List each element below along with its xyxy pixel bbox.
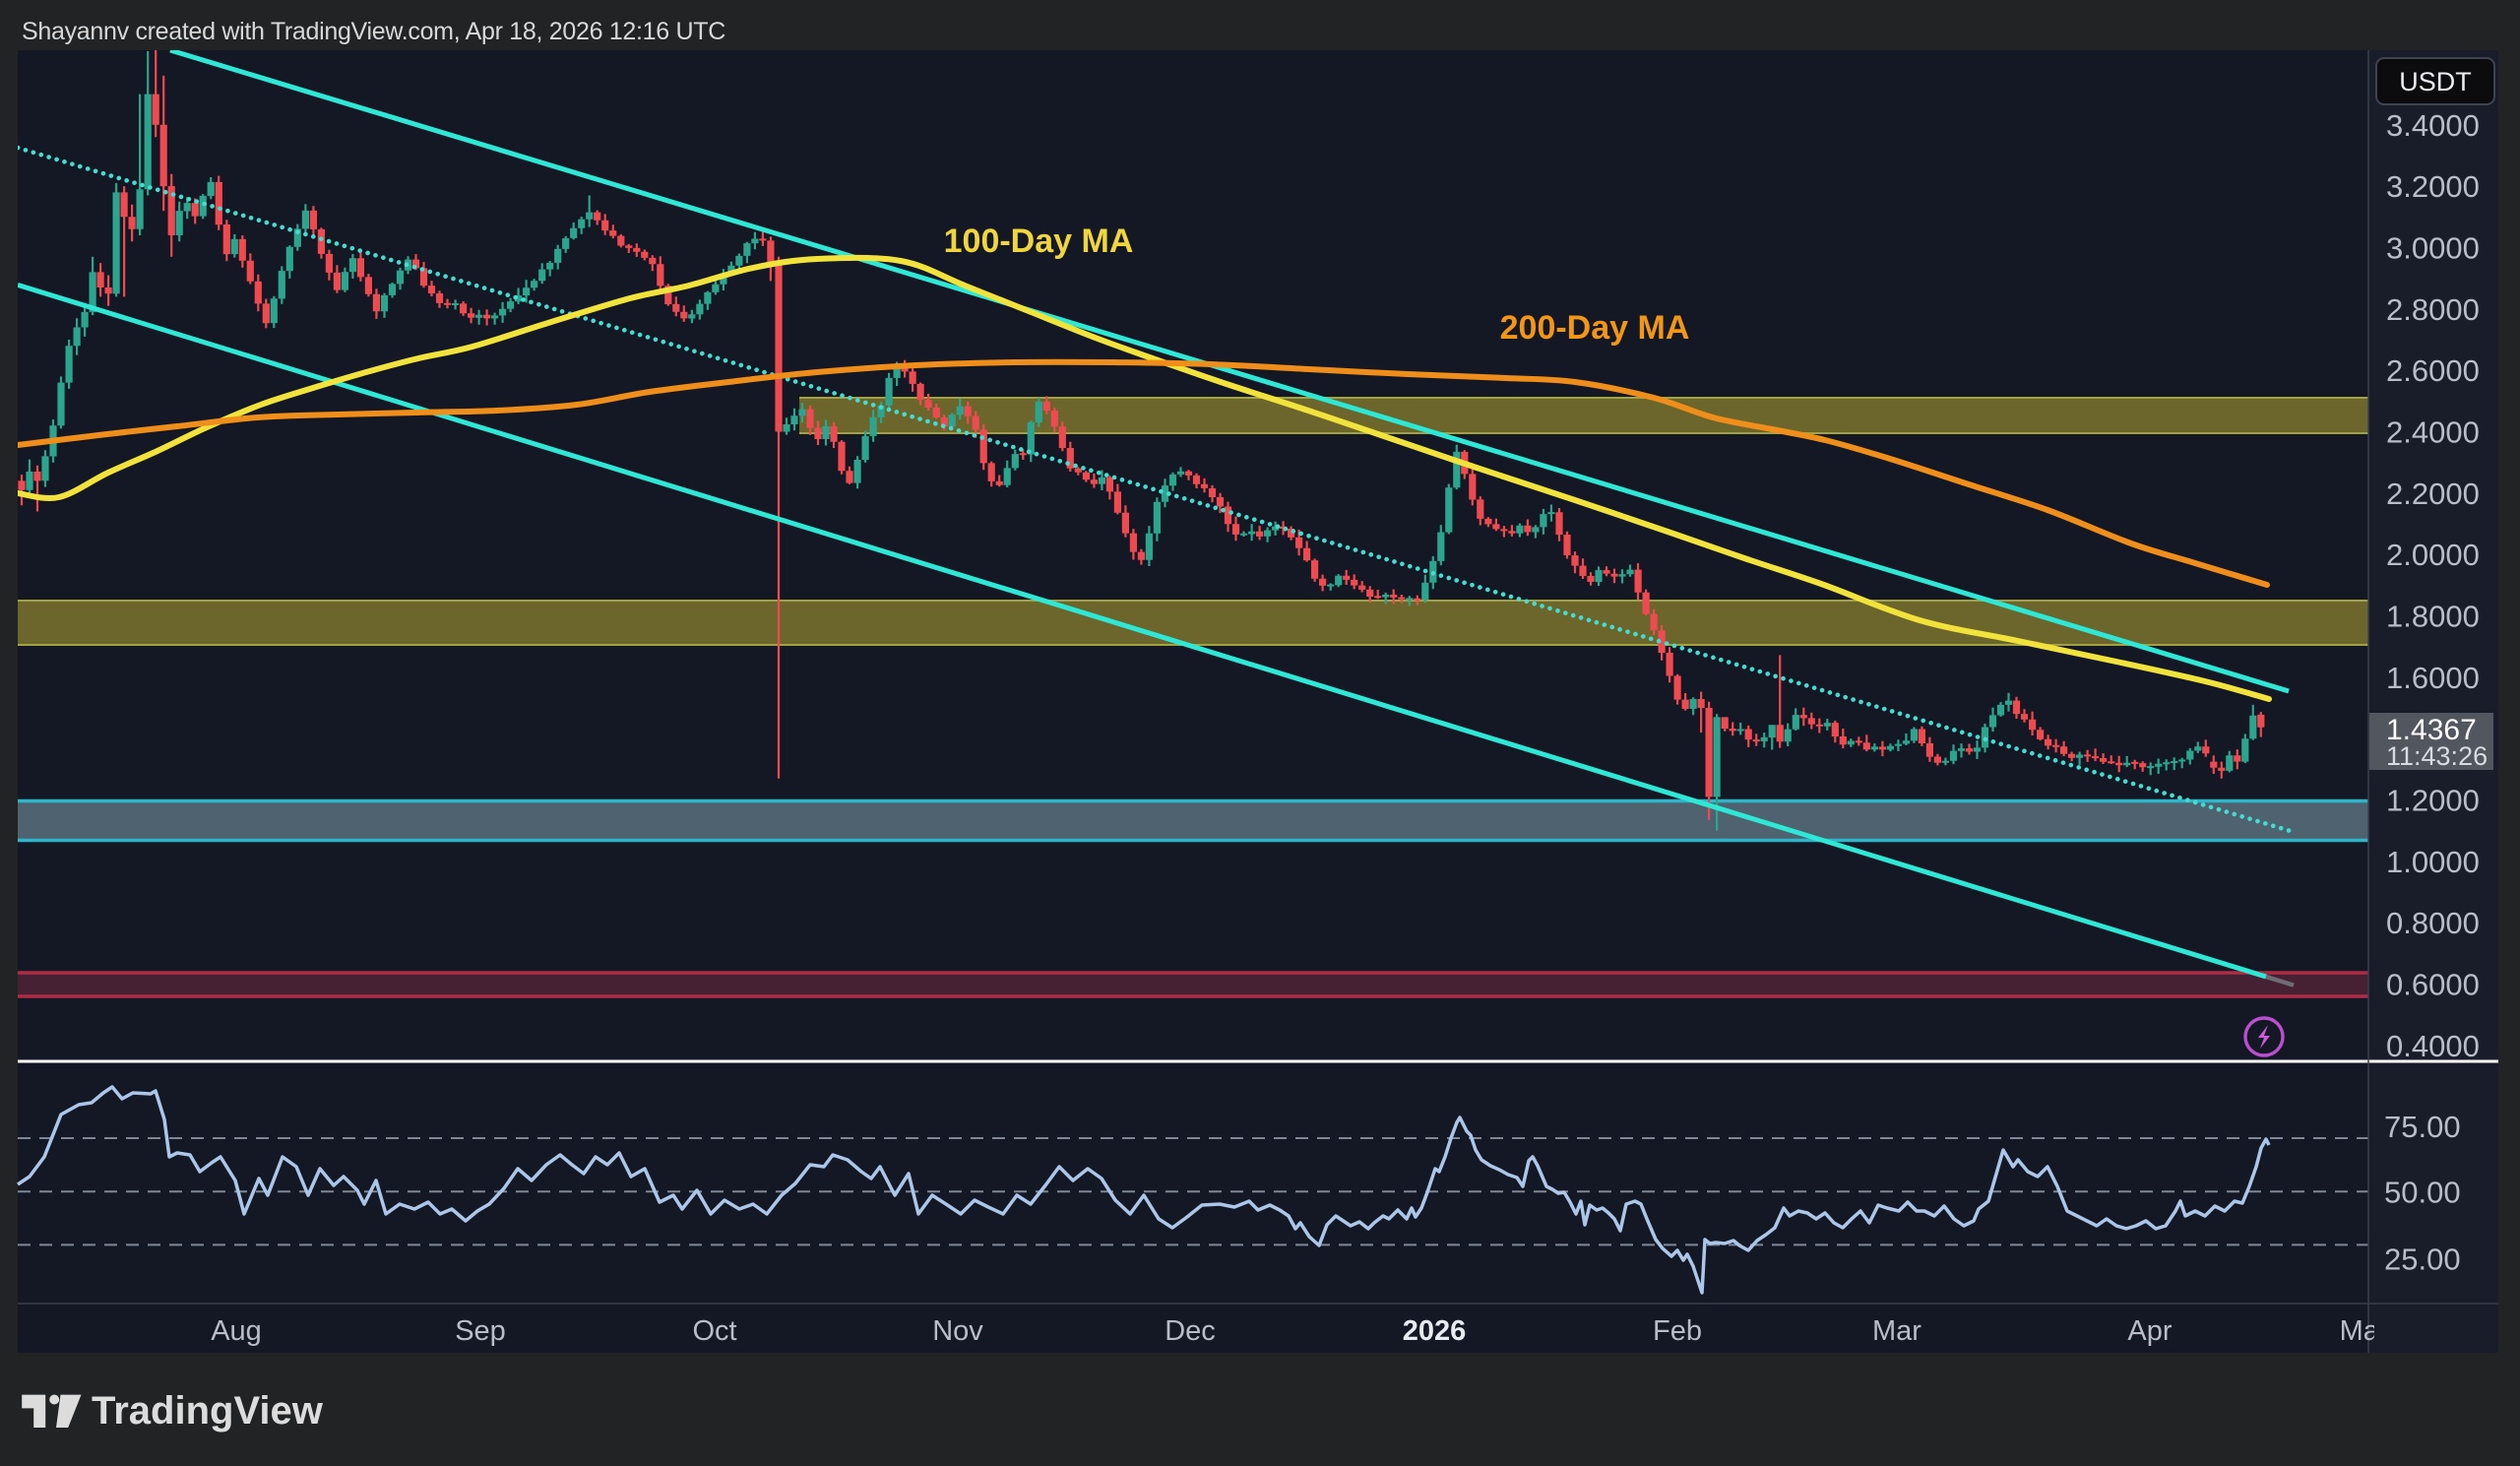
svg-text:3.0000: 3.0000	[2386, 231, 2480, 266]
svg-text:May: May	[2340, 1315, 2394, 1347]
svg-text:11:43:26: 11:43:26	[2386, 741, 2488, 771]
svg-text:Nov: Nov	[932, 1315, 983, 1347]
svg-text:Dec: Dec	[1165, 1315, 1216, 1347]
svg-text:USDT: USDT	[2399, 67, 2472, 96]
svg-text:1.4367: 1.4367	[2386, 714, 2477, 746]
svg-text:Feb: Feb	[1653, 1315, 1702, 1347]
svg-text:2.8000: 2.8000	[2386, 292, 2480, 327]
svg-text:2.4000: 2.4000	[2386, 415, 2480, 450]
svg-text:2.6000: 2.6000	[2386, 353, 2480, 388]
svg-text:2026: 2026	[1403, 1315, 1467, 1347]
svg-text:Oct: Oct	[692, 1315, 736, 1347]
svg-text:1.6000: 1.6000	[2386, 661, 2480, 695]
svg-text:2.2000: 2.2000	[2386, 477, 2480, 511]
svg-text:1.0000: 1.0000	[2386, 845, 2480, 879]
svg-text:100-Day MA: 100-Day MA	[944, 223, 1134, 260]
svg-text:75.00: 75.00	[2384, 1110, 2461, 1144]
svg-text:200-Day MA: 200-Day MA	[1500, 309, 1690, 347]
svg-text:1.2000: 1.2000	[2386, 784, 2480, 818]
svg-text:25.00: 25.00	[2384, 1243, 2461, 1277]
svg-text:3.4000: 3.4000	[2386, 108, 2480, 143]
svg-text:50.00: 50.00	[2384, 1175, 2461, 1209]
svg-text:Aug: Aug	[211, 1315, 262, 1347]
svg-text:3.2000: 3.2000	[2386, 169, 2480, 204]
svg-text:Sep: Sep	[455, 1315, 506, 1347]
svg-text:TradingView: TradingView	[92, 1389, 324, 1433]
svg-text:Shayannv created with TradingV: Shayannv created with TradingView.com, A…	[22, 18, 725, 45]
svg-text:Apr: Apr	[2127, 1315, 2172, 1347]
svg-text:0.4000: 0.4000	[2386, 1029, 2480, 1063]
svg-text:0.8000: 0.8000	[2386, 906, 2480, 940]
svg-text:2.0000: 2.0000	[2386, 538, 2480, 572]
svg-text:0.6000: 0.6000	[2386, 968, 2480, 1002]
svg-text:1.8000: 1.8000	[2386, 600, 2480, 634]
svg-text:Mar: Mar	[1872, 1315, 1922, 1347]
